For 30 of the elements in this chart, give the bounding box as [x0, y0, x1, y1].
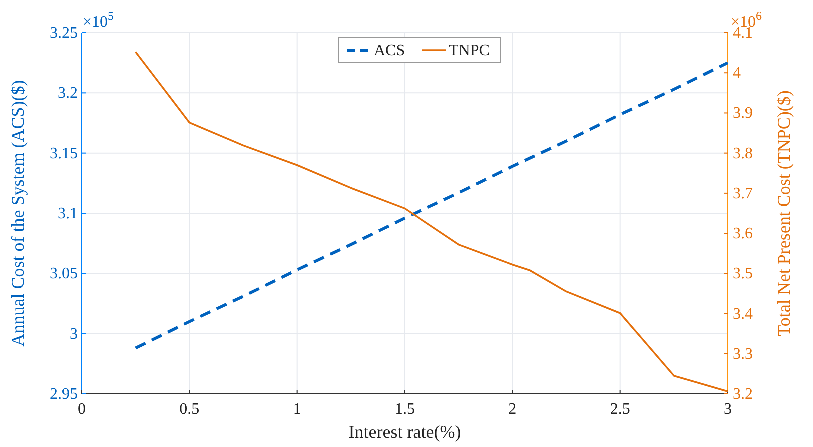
- x-tick-label: 2.5: [610, 401, 630, 418]
- y-axis-title: Annual Cost of the System (ACS)($): [8, 80, 28, 347]
- y2-tick-label: 3.4: [733, 306, 753, 323]
- x-tick-label: 0: [78, 401, 86, 418]
- y2-axis-title: Total Net Present Cost (TNPC)($): [774, 90, 794, 336]
- line-series: [134, 62, 730, 350]
- y2-tick-label: 3.8: [733, 145, 753, 162]
- y2-tick-label: 3.5: [733, 266, 753, 283]
- y2-tick-label: 4: [733, 65, 741, 82]
- legend-label: TNPC: [449, 42, 490, 60]
- y-tick-label: 3.2: [58, 85, 78, 102]
- y-tick-label: 3.05: [50, 266, 78, 283]
- x-tick-label: 3: [724, 401, 732, 418]
- y2-tick-label: 3.6: [733, 226, 753, 243]
- y2-tick-label: 3.7: [733, 185, 753, 202]
- legend-label: ACS: [374, 42, 406, 60]
- x-tick-label: 1: [293, 401, 302, 418]
- y2-tick-label: 3.2: [733, 386, 753, 403]
- y-tick-label: 3.1: [58, 206, 78, 222]
- y-tick-label: 2.95: [50, 386, 78, 403]
- x-axis-title: Interest rate(%): [348, 422, 462, 442]
- y-tick-label: 3: [70, 326, 78, 343]
- y2-tick-label: 3.9: [733, 105, 753, 122]
- x-tick-label: 2: [508, 401, 517, 418]
- x-tick-label: 1.5: [395, 401, 415, 418]
- y-tick-label: 3.15: [50, 145, 78, 162]
- y2-tick-label: 3.3: [733, 346, 753, 363]
- x-tick-label: 0.5: [180, 401, 200, 418]
- text: ×10$^{5}$: [83, 9, 114, 31]
- y-tick-label: 3.25: [50, 25, 78, 42]
